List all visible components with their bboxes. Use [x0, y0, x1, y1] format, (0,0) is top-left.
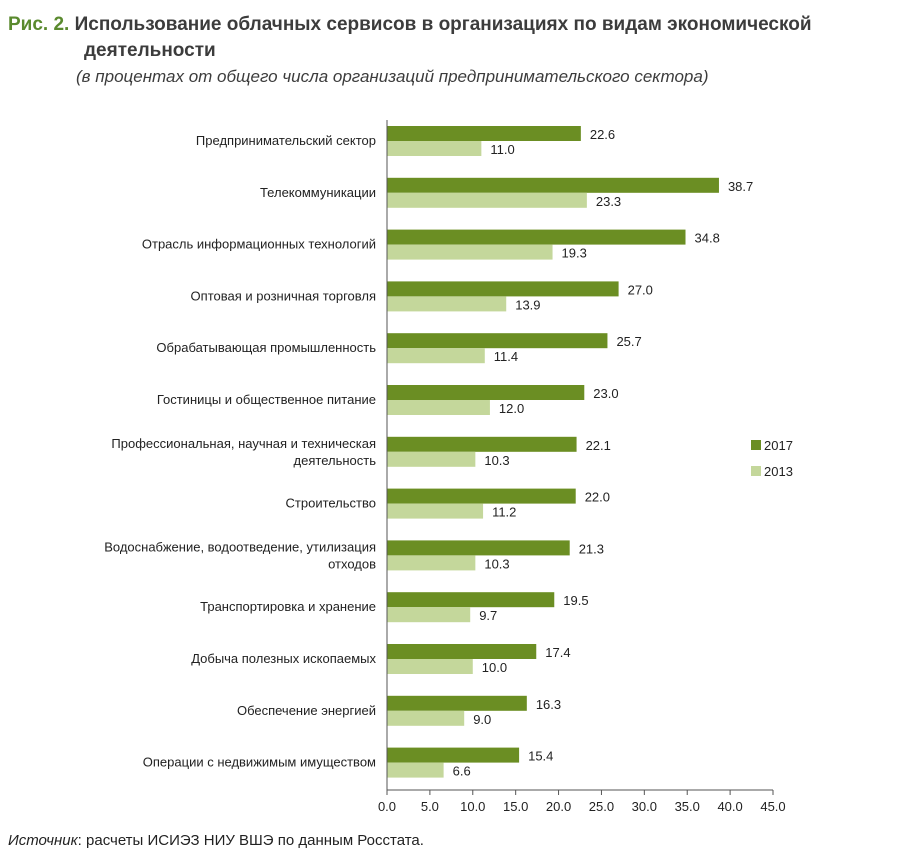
bar-2017: [387, 436, 577, 452]
figure-label: Рис. 2.: [8, 14, 70, 35]
x-tick-label: 5.0: [421, 799, 439, 814]
bar-2017: [387, 177, 719, 193]
bar-2013: [387, 451, 476, 467]
data-label-2013: 10.0: [482, 660, 507, 675]
legend-swatch-2013: [751, 466, 761, 476]
category-label: отходов: [328, 556, 376, 571]
data-label-2017: 22.0: [585, 490, 610, 505]
chart-title-line2: деятельности: [84, 40, 216, 61]
data-label-2017: 25.7: [616, 334, 641, 349]
bar-2013: [387, 192, 587, 208]
bar-2017: [387, 540, 570, 556]
bar-chart: Предпринимательский сектор 22.6 11.0 Телеко…: [104, 120, 793, 814]
bar-2017: [387, 695, 527, 711]
data-label-2013: 11.0: [490, 142, 514, 157]
data-label-2013: 9.0: [473, 712, 491, 727]
category-label: Обрабатывающая промышленность: [156, 340, 376, 355]
data-label-2013: 23.3: [596, 194, 621, 209]
data-label-2013: 11.4: [494, 349, 518, 364]
category-label: Профессиональная, научная и техническая: [111, 436, 376, 451]
x-tick-label: 45.0: [760, 799, 785, 814]
category-label: Строительство: [286, 496, 376, 511]
bar-2013: [387, 296, 507, 312]
bar-2017: [387, 385, 585, 400]
data-label-2013: 19.3: [562, 246, 587, 261]
category-label: Водоснабжение, водоотведение, утилизация: [104, 539, 376, 554]
source-text: : расчеты ИСИЭЗ НИУ ВШЭ по данным Росста…: [77, 832, 424, 849]
data-label-2013: 11.2: [492, 505, 516, 520]
category-label: Операции с недвижимым имуществом: [143, 755, 376, 770]
category-label: Отрасль информационных технологий: [142, 237, 376, 252]
data-label-2017: 22.1: [586, 438, 611, 453]
bar-2017: [387, 747, 520, 763]
bar-2013: [387, 503, 484, 519]
bar-2013: [387, 555, 476, 571]
bar-2013: [387, 244, 553, 260]
source-label: Источник: [8, 832, 78, 849]
x-tick-label: 20.0: [546, 799, 571, 814]
chart-subtitle: (в процентах от общего числа организаций…: [76, 67, 709, 86]
bar-2013: [387, 400, 490, 415]
data-label-2017: 23.0: [593, 386, 618, 401]
data-label-2013: 10.3: [484, 556, 509, 571]
legend-label-2013: 2013: [764, 464, 793, 479]
data-label-2017: 16.3: [536, 697, 561, 712]
data-label-2017: 34.8: [695, 231, 720, 246]
x-tick-label: 15.0: [503, 799, 528, 814]
category-label: Обеспечение энергией: [237, 703, 376, 718]
bar-2017: [387, 592, 555, 608]
category-label: Телекоммуникации: [260, 185, 376, 200]
category-label: деятельность: [294, 453, 377, 468]
bar-2017: [387, 333, 608, 349]
data-label-2017: 17.4: [545, 645, 570, 660]
x-tick-label: 35.0: [675, 799, 700, 814]
data-label-2017: 19.5: [563, 593, 588, 608]
category-label: Предпринимательский сектор: [196, 133, 376, 148]
data-label-2013: 10.3: [484, 453, 509, 468]
data-label-2017: 27.0: [628, 282, 653, 297]
bar-2017: [387, 488, 576, 504]
chart-title: Использование облачных сервисов в органи…: [74, 14, 812, 35]
bar-2017: [387, 229, 686, 245]
x-tick-label: 40.0: [717, 799, 742, 814]
bar-2013: [387, 607, 471, 623]
legend-label-2017: 2017: [764, 438, 793, 453]
bar-2017: [387, 644, 537, 659]
x-tick-label: 25.0: [589, 799, 614, 814]
data-label-2013: 12.0: [499, 401, 524, 416]
bar-2017: [387, 126, 581, 141]
data-label-2017: 38.7: [728, 179, 753, 194]
x-tick-label: 10.0: [460, 799, 485, 814]
data-label-2013: 6.6: [453, 764, 471, 779]
category-label: Транспортировка и хранение: [200, 599, 376, 614]
x-tick-label: 30.0: [632, 799, 657, 814]
chart-title-line1: Рис. 2. Использование облачных сервисов …: [8, 14, 812, 36]
data-label-2017: 21.3: [579, 541, 604, 556]
bar-2013: [387, 762, 444, 778]
category-label: Оптовая и розничная торговля: [191, 288, 376, 303]
bar-2013: [387, 141, 482, 156]
data-label-2013: 13.9: [515, 297, 540, 312]
bar-2013: [387, 348, 485, 364]
data-label-2013: 9.7: [479, 608, 497, 623]
category-label: Добыча полезных ископаемых: [191, 651, 376, 666]
x-tick-label: 0.0: [378, 799, 396, 814]
legend-swatch-2017: [751, 440, 761, 450]
category-label: Гостиницы и общественное питание: [157, 392, 376, 407]
bar-2017: [387, 281, 619, 297]
source-note: Источник: расчеты ИСИЭЗ НИУ ВШЭ по данны…: [8, 832, 424, 849]
bar-2013: [387, 659, 473, 674]
data-label-2017: 15.4: [528, 749, 553, 764]
data-label-2017: 22.6: [590, 127, 615, 142]
bar-2013: [387, 710, 465, 726]
